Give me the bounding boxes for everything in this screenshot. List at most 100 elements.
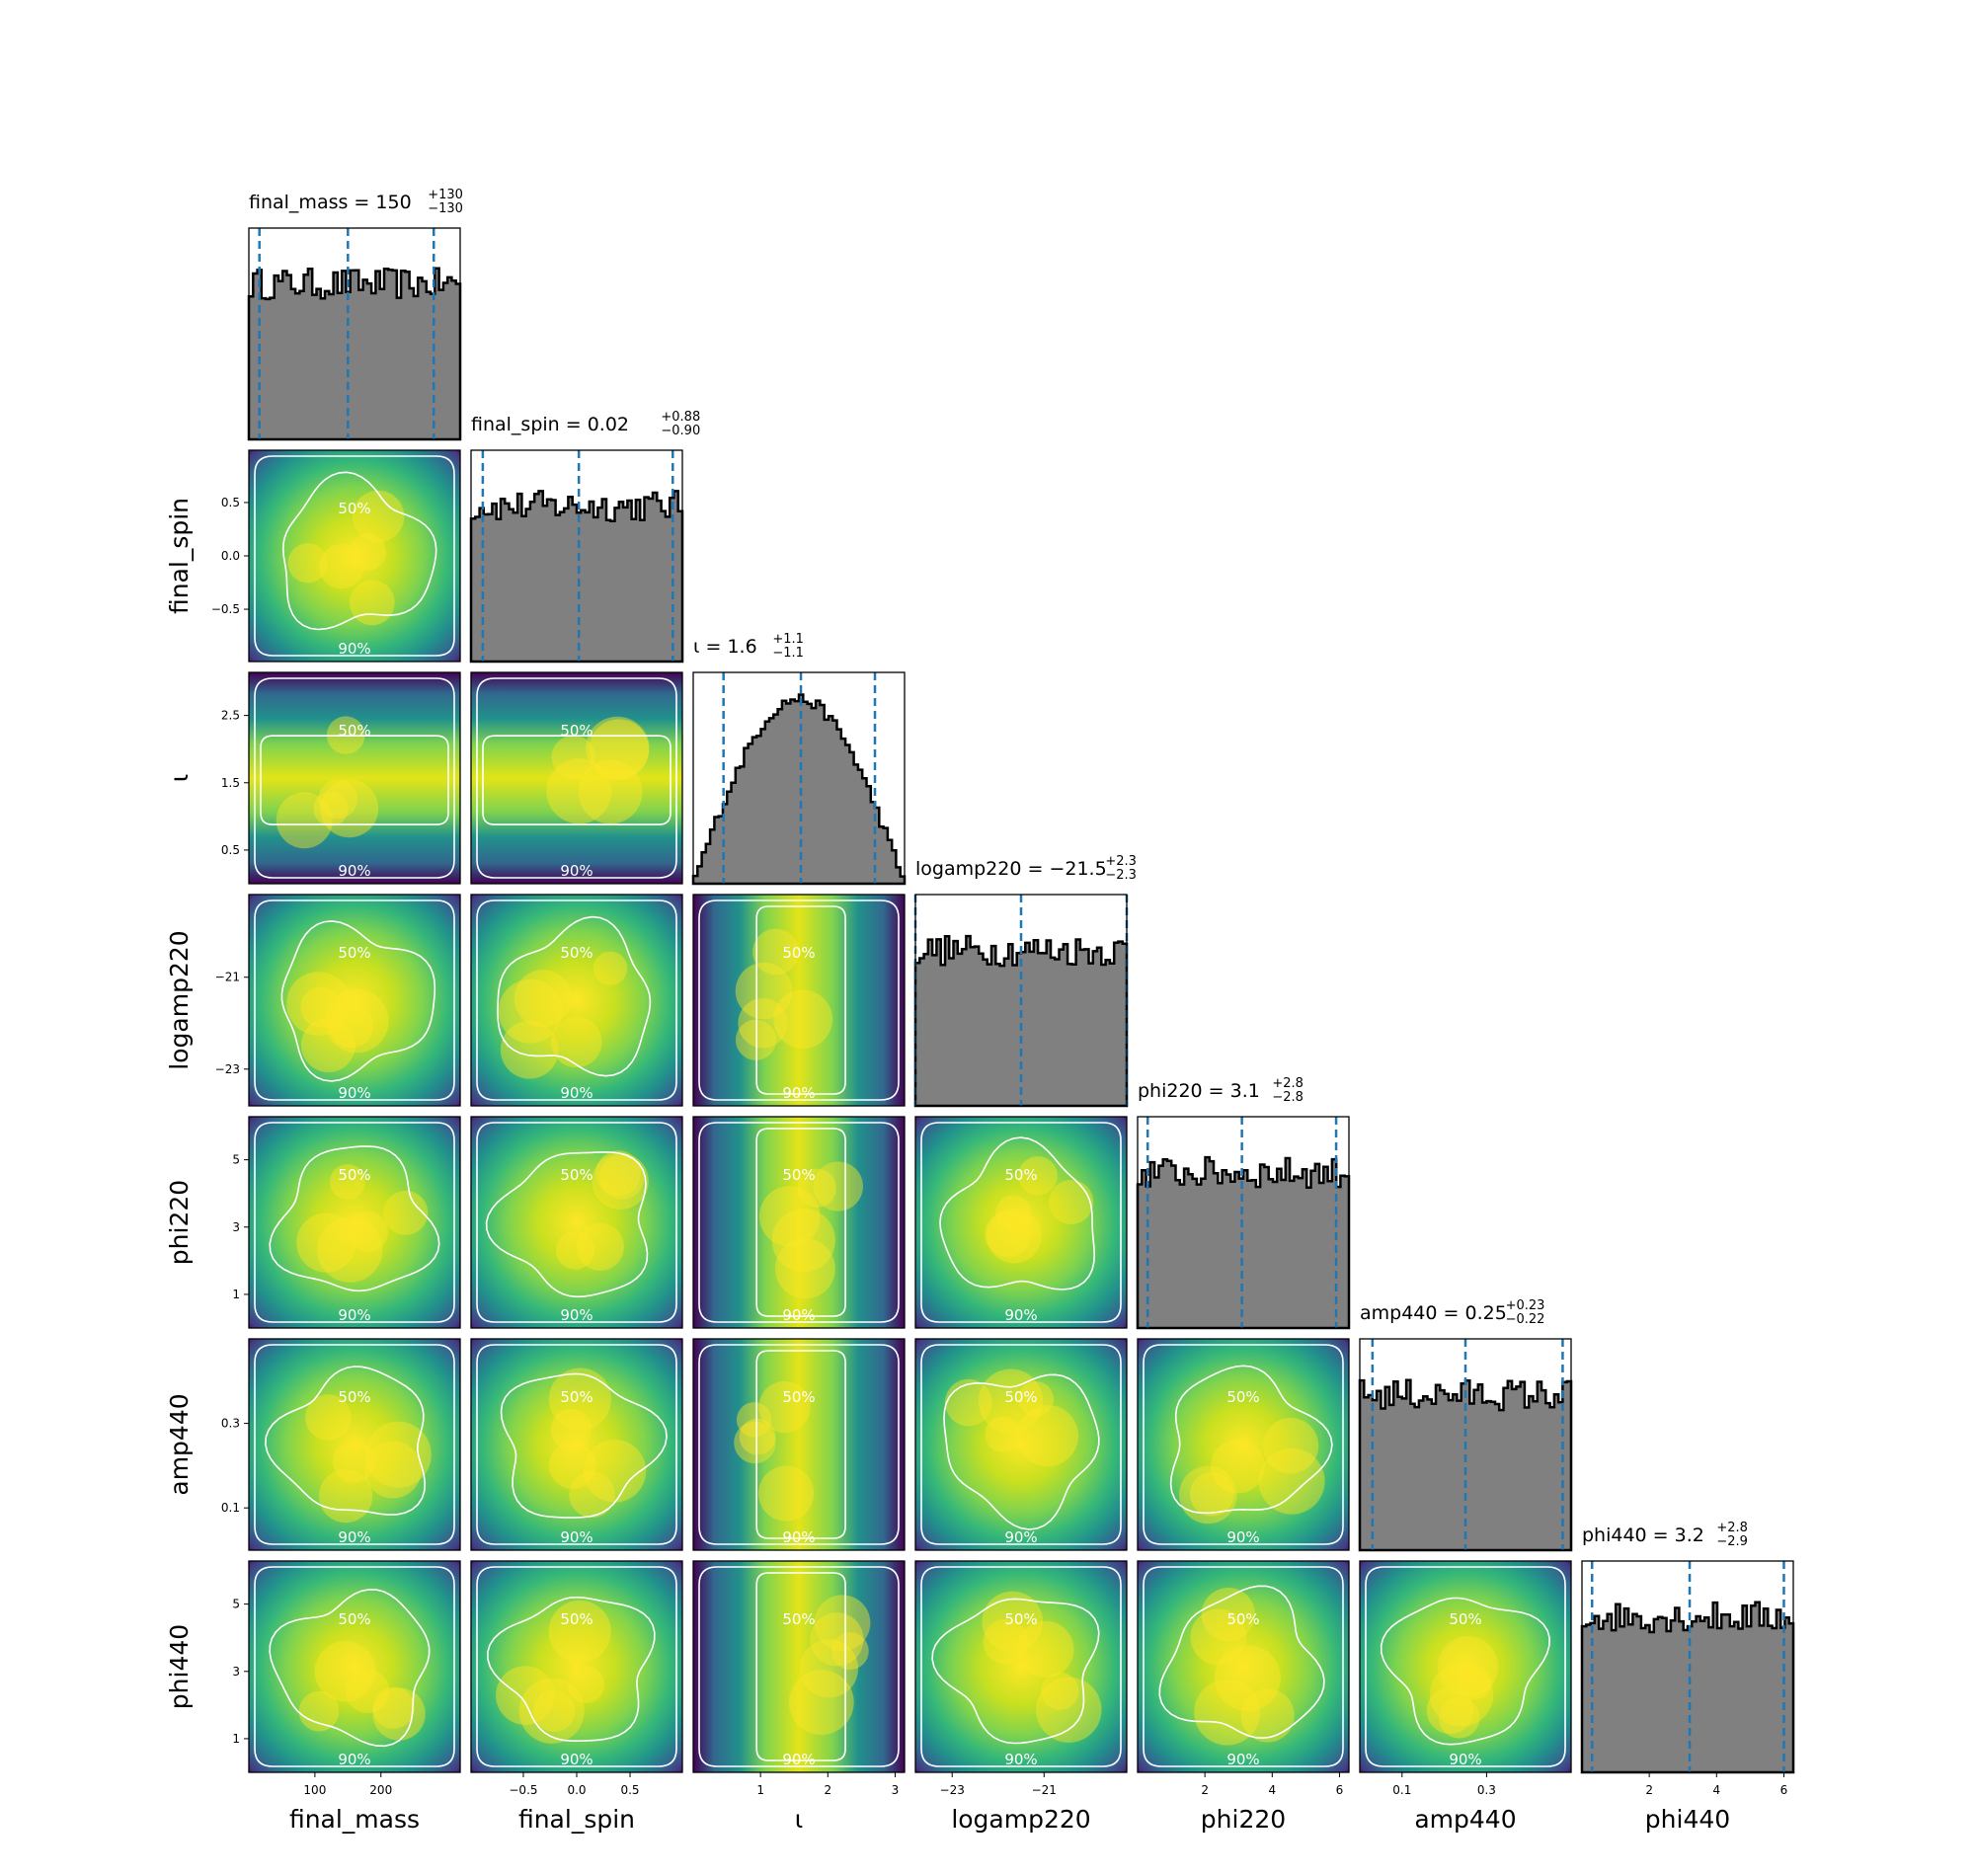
density-peak (735, 962, 793, 1020)
histogram-iota (691, 672, 907, 886)
y-axis-label-phi440: phi440 (165, 1624, 194, 1709)
y-tick-label: 0.3 (221, 1417, 240, 1431)
contour-label-50: 50% (338, 1610, 370, 1628)
density-peak (372, 1687, 426, 1741)
title-median: 150 (375, 192, 411, 213)
contour-label-50: 50% (782, 944, 815, 962)
y-tick-label: 1 (232, 1732, 240, 1746)
density-peak (569, 1471, 615, 1519)
contour-50 (755, 1572, 846, 1761)
density-peak (319, 543, 364, 589)
density-peak (347, 1211, 389, 1253)
title-median: 3.1 (1230, 1080, 1260, 1102)
density-peak (773, 989, 833, 1050)
density-peak (758, 1465, 815, 1522)
panel-amp440-vs-final_spin: 50% 90% (470, 1338, 683, 1551)
contour-50 (500, 1372, 668, 1519)
y-tick-label: 0.1 (221, 1501, 240, 1515)
panel-frame (692, 671, 906, 885)
panel-frame (470, 1338, 683, 1551)
histogram-final_spin (469, 450, 684, 664)
density-peak (1036, 1677, 1102, 1743)
y-tick-label: −23 (215, 1062, 240, 1076)
density-peak (1016, 1404, 1079, 1467)
density-peak (592, 951, 628, 985)
panel-phi440-vs-iota: 50% 90% 1 2 3 ι (692, 1560, 906, 1834)
contour-label-50: 50% (560, 1166, 592, 1184)
density-peak (985, 1211, 1032, 1258)
density-peak (1194, 1679, 1261, 1746)
panel-frame (1581, 1560, 1794, 1773)
x-axis-label-final_mass: final_mass (289, 1805, 420, 1834)
density-fill (693, 1339, 905, 1550)
contour-90 (698, 1122, 900, 1323)
hist-panel-amp440: amp440 = 0.25+0.23−0.22 (1358, 1298, 1573, 1552)
contour-label-90: 90% (560, 1528, 592, 1546)
contour-label-90: 90% (782, 1306, 815, 1324)
density-peak (1017, 1620, 1074, 1679)
density-fill (249, 1339, 460, 1550)
contour-label-90: 90% (1226, 1528, 1259, 1546)
contour-90 (476, 1344, 677, 1545)
title-median: 1.6 (727, 636, 756, 658)
x-tick-label: 2 (824, 1783, 831, 1797)
density-peak (332, 1440, 375, 1484)
x-axis-label-phi440: phi440 (1645, 1805, 1730, 1834)
density-peak (810, 1612, 864, 1667)
histogram-phi220 (1136, 1117, 1351, 1330)
density-peak (985, 1416, 1021, 1452)
panel-frame (248, 894, 461, 1107)
title-prefix: final_spin = (471, 414, 588, 435)
panel-frame (914, 894, 1128, 1107)
histogram-bars (1136, 1155, 1351, 1330)
contour-90 (1143, 1344, 1344, 1545)
density-peak (771, 1209, 835, 1273)
title-median: 0.25 (1464, 1302, 1506, 1324)
contour-label-90: 90% (338, 862, 370, 880)
y-tick-label: 5 (232, 1598, 240, 1611)
contour-label-50: 50% (1004, 1610, 1037, 1628)
density-peak (518, 1678, 585, 1744)
density-peak (287, 543, 328, 584)
contour-label-50: 50% (1004, 1388, 1037, 1406)
y-tick-label: 0.0 (221, 549, 240, 563)
density-peak (1437, 1636, 1499, 1697)
density-peak (352, 490, 405, 543)
density-peak (556, 1230, 595, 1270)
density-fill (249, 1117, 460, 1328)
panel-frame (248, 1338, 461, 1551)
panel-iota-vs-final_mass: 50% 90% 2.5 1.5 0.5 ι (165, 671, 461, 885)
histogram-bars (691, 693, 907, 886)
contour-90 (254, 1122, 455, 1323)
panel-frame (692, 894, 906, 1107)
x-tick-label: 4 (1268, 1783, 1276, 1797)
density-peak (1258, 1447, 1325, 1515)
contour-50 (260, 735, 449, 825)
contour-50 (497, 915, 652, 1077)
histogram-final_mass (247, 228, 462, 441)
contour-label-90: 90% (1004, 1528, 1037, 1546)
panel-frame (248, 1116, 461, 1329)
density-peak (578, 759, 643, 824)
contour-label-50: 50% (782, 1388, 815, 1406)
contour-50 (269, 1589, 431, 1748)
x-tick-label: 6 (1780, 1783, 1788, 1797)
panel-frame (470, 449, 683, 663)
contour-label-90: 90% (1004, 1306, 1037, 1324)
density-peak (752, 928, 799, 976)
density-peak (758, 1186, 821, 1247)
histogram-logamp220 (913, 895, 1129, 1108)
contour-90 (920, 1344, 1122, 1545)
contour-label-50: 50% (338, 722, 370, 740)
contour-90 (476, 1122, 677, 1323)
title-median: 0.02 (588, 414, 629, 435)
panel-logamp220-vs-final_spin: 50% 90% (470, 894, 683, 1107)
density-fill (1138, 1339, 1349, 1550)
density-peak (758, 1380, 811, 1434)
panel-frame (1359, 1560, 1572, 1773)
density-peak (592, 1152, 649, 1211)
panel-frame (1137, 1560, 1350, 1773)
contour-label-90: 90% (338, 1751, 370, 1768)
panel-amp440-vs-iota: 50% 90% (692, 1338, 906, 1551)
